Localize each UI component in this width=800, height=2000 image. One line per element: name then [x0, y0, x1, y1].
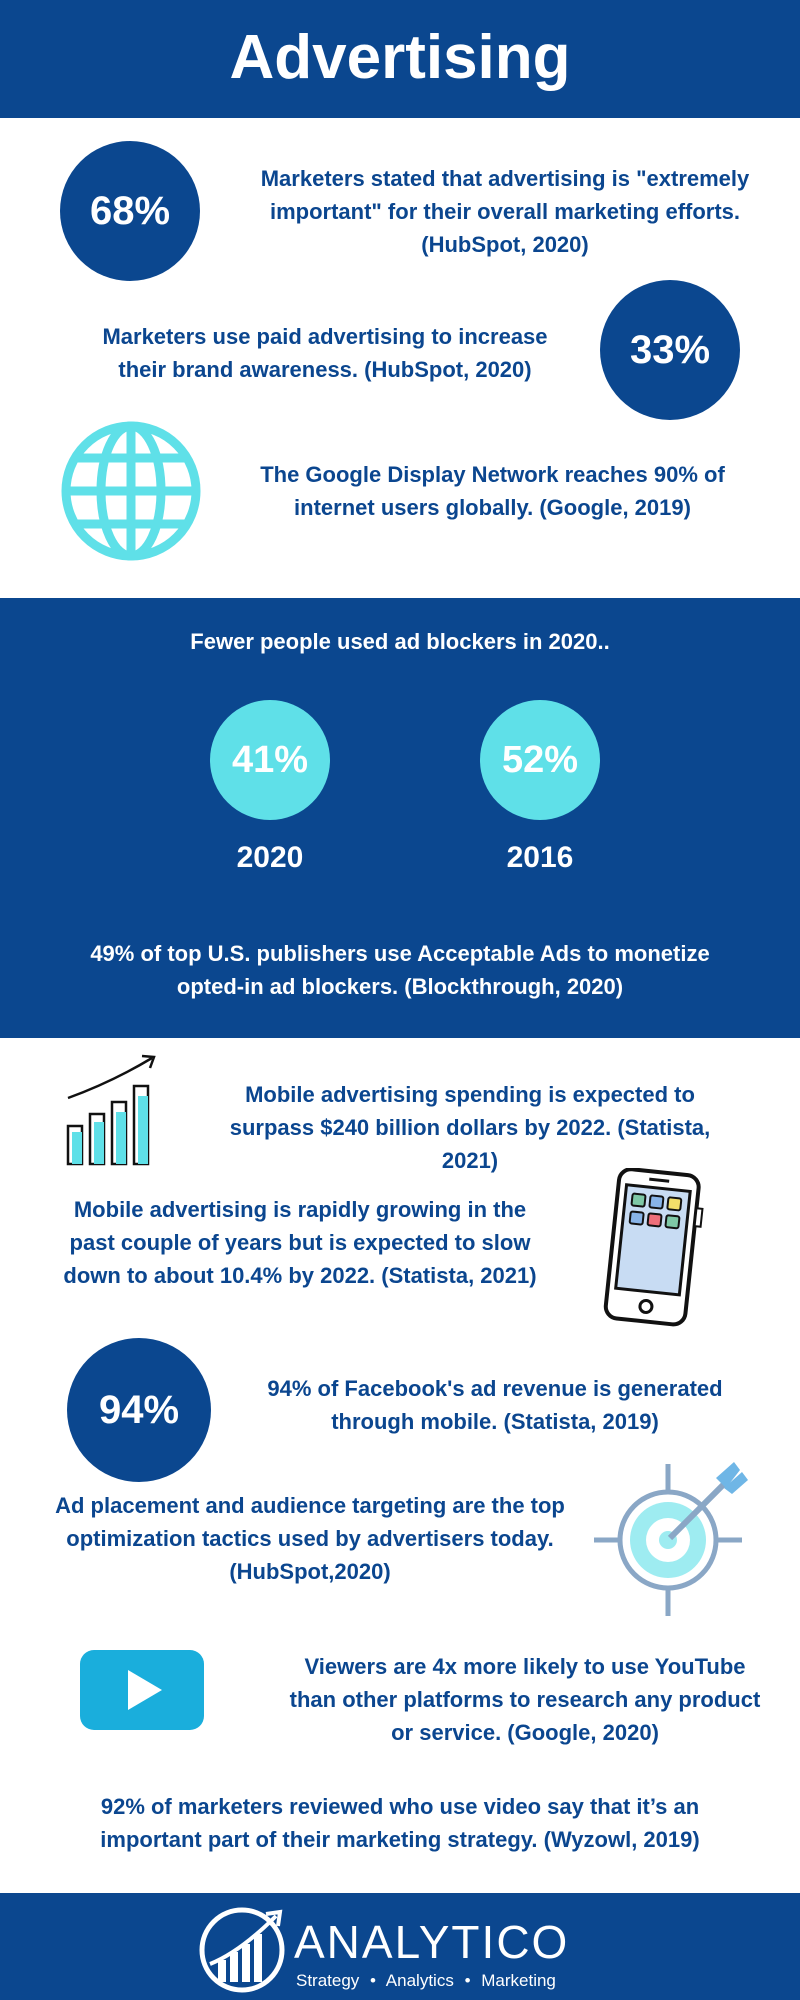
stat-text-video: 92% of marketers reviewed who use video … — [100, 1794, 700, 1852]
smartphone-icon — [598, 1168, 710, 1330]
stat-text-facebook-mobile: 94% of Facebook's ad revenue is generate… — [267, 1376, 723, 1434]
stat-text-mobile-spending: Mobile advertising spending is expected … — [229, 1082, 711, 1173]
adblock-note: 49% of top U.S. publishers use Acceptabl… — [90, 941, 710, 999]
adblock-year-2016: 2016 — [506, 841, 574, 874]
adblock-value: 41% — [231, 738, 309, 781]
analytico-logo-icon — [196, 1904, 288, 1996]
header-band — [0, 0, 800, 118]
stat-text-youtube: Viewers are 4x more likely to use YouTub… — [289, 1654, 761, 1745]
brand-tagline: Strategy • Analytics • Marketing — [296, 1970, 556, 1992]
stat-circle-94: 94% — [67, 1338, 211, 1482]
brand-name: ANALYTICO — [294, 1916, 570, 1968]
tagline-analytics: Analytics — [385, 1971, 454, 1990]
target-icon — [590, 1458, 752, 1622]
globe-icon — [60, 420, 202, 562]
stat-value: 33% — [629, 327, 711, 372]
tagline-strategy: Strategy — [296, 1971, 360, 1990]
page-title: Advertising — [229, 23, 571, 92]
stat-text-33: Marketers use paid advertising to increa… — [102, 324, 548, 382]
adblock-heading: Fewer people used ad blockers in 2020.. — [190, 629, 610, 654]
tagline-dot-icon: • — [464, 1971, 471, 1990]
stat-text-mobile-growth: Mobile advertising is rapidly growing in… — [63, 1197, 537, 1288]
stat-circle-68: 68% — [60, 141, 200, 281]
adblock-section — [0, 598, 800, 1038]
stat-value: 68% — [89, 188, 171, 233]
tagline-dot-icon: • — [370, 1971, 376, 1990]
stat-text-google-display: The Google Display Network reaches 90% o… — [260, 462, 725, 520]
adblock-year-2020: 2020 — [236, 841, 304, 874]
stat-circle-33: 33% — [600, 280, 740, 420]
play-button-icon — [80, 1650, 204, 1730]
adblock-circle-2016: 52% — [480, 700, 600, 820]
adblock-circle-2020: 41% — [210, 700, 330, 820]
footer-band — [0, 1893, 800, 2000]
stat-text-ad-placement: Ad placement and audience targeting are … — [55, 1493, 565, 1584]
stat-text-68: Marketers stated that advertising is "ex… — [260, 166, 750, 257]
tagline-marketing: Marketing — [481, 1971, 556, 1990]
adblock-value: 52% — [501, 738, 579, 781]
bar-chart-growth-icon — [62, 1052, 166, 1168]
stat-value: 94% — [98, 1387, 180, 1432]
